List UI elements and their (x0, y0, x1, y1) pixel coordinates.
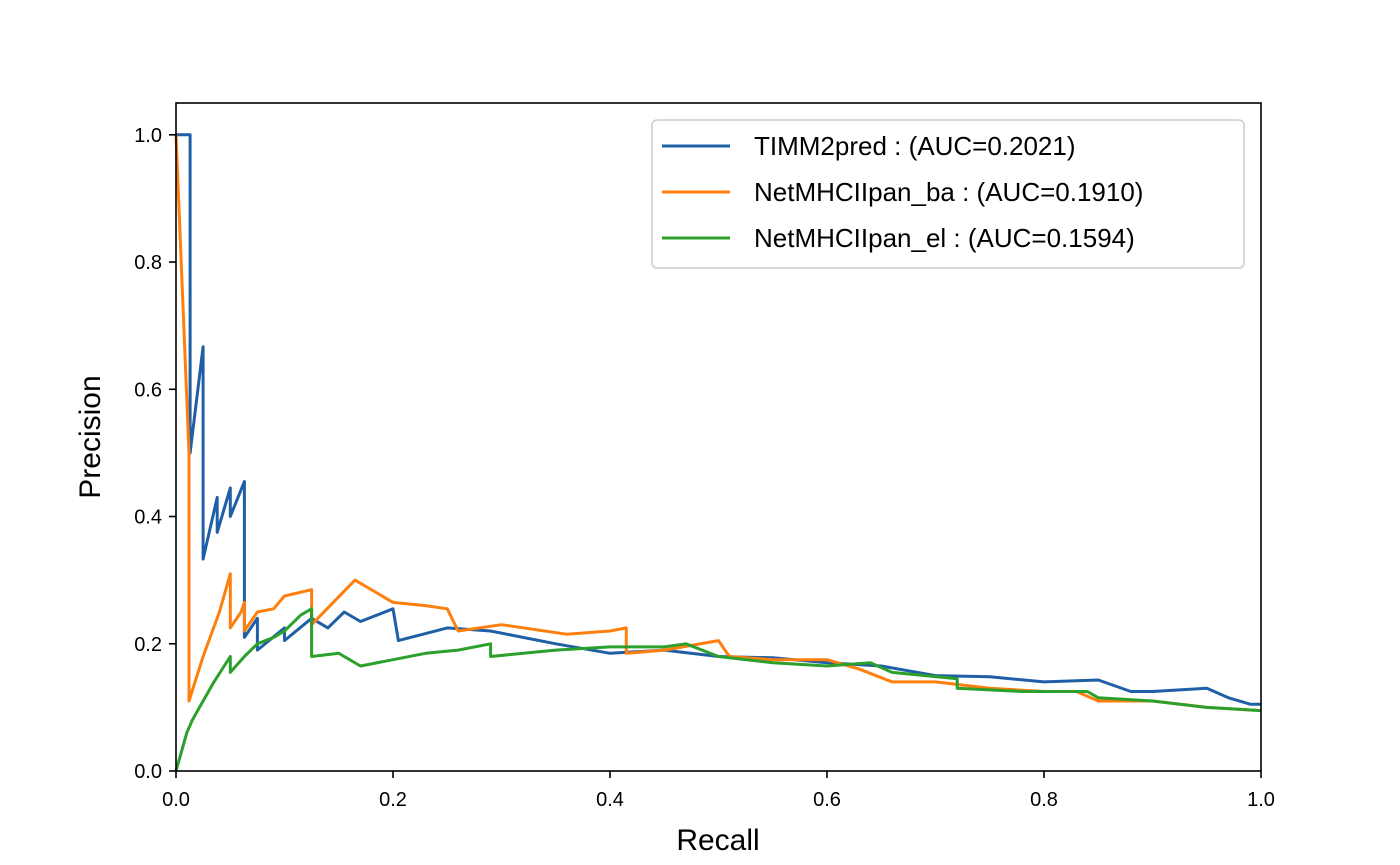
legend-label-netmhciipan-el: NetMHCIIpan_el : (AUC=0.1594) (754, 223, 1135, 253)
y-tick-label: 0.6 (134, 379, 162, 401)
legend-label-netmhciipan-ba: NetMHCIIpan_ba : (AUC=0.1910) (754, 177, 1143, 207)
y-tick-label: 0.0 (134, 761, 162, 783)
series-line-1 (174, 134, 1262, 713)
plot-frame (175, 102, 1262, 772)
series-layer (174, 133, 1262, 772)
y-axis: 0.0 0.2 0.4 0.6 0.8 1.0 (134, 125, 176, 783)
y-tick-label: 0.4 (134, 507, 162, 529)
y-axis-title: Precision (74, 375, 107, 498)
x-axis-title: Recall (676, 824, 759, 857)
series-line-0 (176, 133, 1261, 706)
x-tick-label: 0.4 (596, 789, 624, 811)
x-tick-label: 0.0 (162, 789, 190, 811)
x-tick-label: 0.8 (1030, 789, 1058, 811)
legend: TIMM2pred : (AUC=0.2021) NetMHCIIpan_ba … (651, 119, 1245, 269)
legend-label-timm2pred: TIMM2pred : (AUC=0.2021) (754, 131, 1076, 161)
y-tick-label: 1.0 (134, 125, 162, 147)
series-line-2 (174, 607, 1262, 772)
legend-box (651, 119, 1245, 269)
y-tick-label: 0.2 (134, 634, 162, 656)
y-tick-label: 0.8 (134, 252, 162, 274)
x-tick-label: 1.0 (1247, 789, 1275, 811)
x-tick-label: 0.6 (813, 789, 841, 811)
x-tick-label: 0.2 (379, 789, 407, 811)
x-axis: 0.0 0.2 0.4 0.6 0.8 1.0 (162, 771, 1275, 811)
